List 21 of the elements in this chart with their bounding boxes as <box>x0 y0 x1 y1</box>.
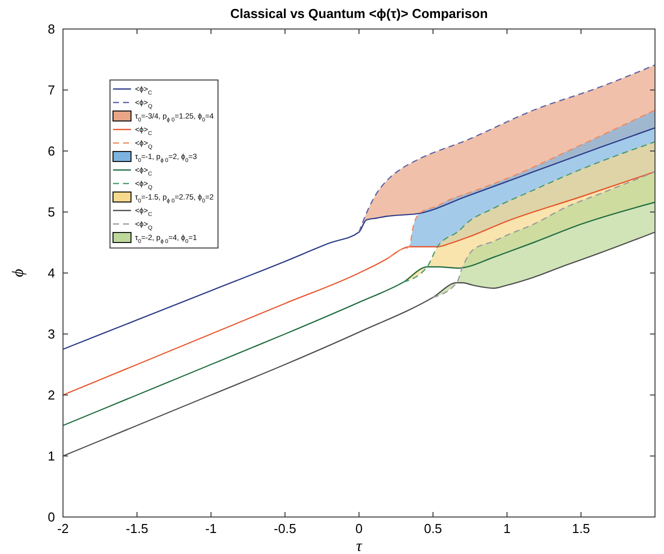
x-tick-label: 1.5 <box>572 521 590 536</box>
y-tick-label: 6 <box>48 144 55 159</box>
y-tick-label: 1 <box>48 448 55 464</box>
x-tick-label: 0.5 <box>424 521 442 536</box>
chart-title: Classical vs Quantum <ϕ(τ)> Comparison <box>230 6 488 21</box>
y-tick-label: 0 <box>48 510 55 525</box>
x-tick-label: 0 <box>355 521 363 536</box>
x-tick-label: -2 <box>57 521 69 536</box>
x-axis-title: τ <box>356 538 364 554</box>
x-tick-label: -1 <box>205 521 217 536</box>
x-tick-label: -1.5 <box>126 521 148 536</box>
y-tick-label: 7 <box>48 82 55 98</box>
y-tick-label: 8 <box>48 22 55 37</box>
y-tick-label: 3 <box>48 326 55 342</box>
y-axis-title: ϕ <box>10 268 27 278</box>
x-tick-label: -0.5 <box>274 521 296 536</box>
line-series <box>63 127 655 350</box>
x-tick-label: 1 <box>503 521 511 536</box>
y-tick-label: 2 <box>48 388 55 403</box>
y-tick-label: 5 <box>48 204 55 220</box>
y-tick-label: 4 <box>48 266 55 281</box>
